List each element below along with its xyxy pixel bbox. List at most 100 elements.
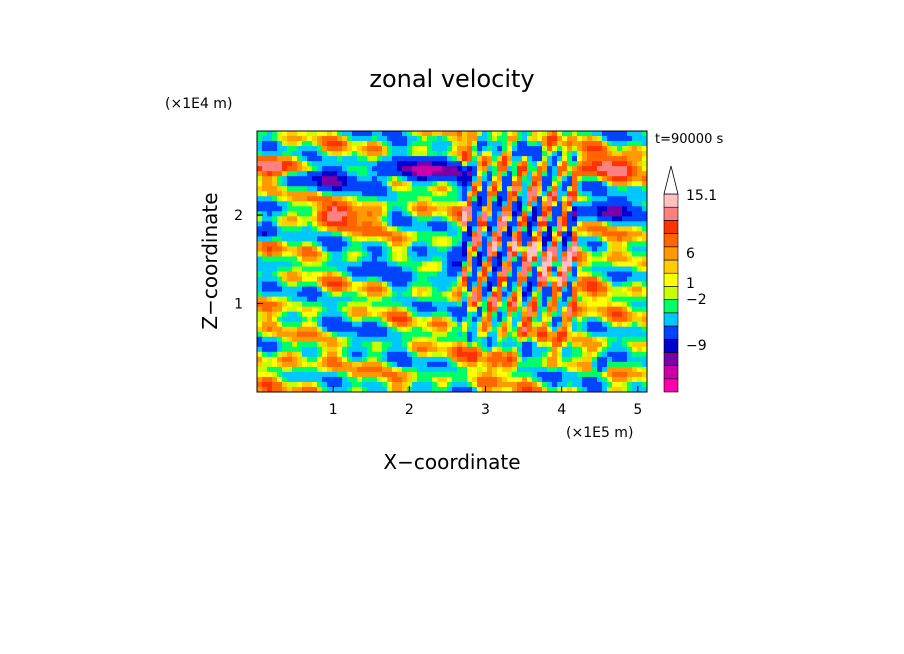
heatmap-cell [347,181,353,187]
heatmap-cell [577,301,583,308]
heatmap-cell [377,191,383,197]
heatmap-cell [257,146,263,152]
heatmap-cell [302,281,308,288]
heatmap-cell [627,276,633,283]
heatmap-cell [447,131,453,137]
heatmap-cell [442,261,448,268]
heatmap-cell [312,226,318,232]
heatmap-cell [442,146,448,152]
heatmap-cell [487,146,493,152]
heatmap-cell [502,286,508,293]
heatmap-cell [582,211,588,217]
heatmap-cell [622,361,628,368]
heatmap-cell [402,321,408,328]
heatmap-cell [327,246,333,253]
heatmap-cell [292,236,298,243]
heatmap-cell [492,321,498,328]
heatmap-cell [462,331,468,338]
heatmap-cell [432,191,438,197]
heatmap-cell [307,366,313,373]
heatmap-cell [607,276,613,283]
heatmap-cell [532,136,538,142]
heatmap-cell [582,161,588,167]
heatmap-cell [537,206,543,212]
heatmap-cell [562,141,568,147]
heatmap-cell [312,231,318,237]
heatmap-cell [567,146,573,152]
heatmap-cell [317,231,323,237]
heatmap-cell [422,151,428,157]
heatmap-cell [332,231,338,237]
heatmap-cell [332,301,338,308]
heatmap-cell [422,371,428,378]
heatmap-cell [377,161,383,167]
heatmap-cell [622,291,628,298]
heatmap-cell [587,291,593,298]
heatmap-cell [457,146,463,152]
heatmap-cell [577,231,583,237]
heatmap-cell [352,211,358,217]
heatmap-cell [492,371,498,378]
heatmap-cell [472,146,478,152]
heatmap-cell [332,226,338,232]
heatmap-cell [257,131,263,137]
heatmap-cell [582,361,588,368]
heatmap-cell [287,336,293,343]
heatmap-cell [442,306,448,313]
heatmap-cell [622,131,628,137]
heatmap-cell [342,386,348,392]
heatmap-cell [357,216,363,222]
heatmap-cell [372,261,378,268]
heatmap-cell [257,291,263,298]
heatmap-cell [392,171,398,177]
heatmap-cell [607,216,613,222]
heatmap-cell [592,326,598,333]
heatmap-cell [527,316,533,323]
heatmap-cell [267,271,273,278]
heatmap-cell [337,146,343,152]
heatmap-cell [477,166,483,172]
heatmap-cell [582,376,588,383]
heatmap-cell [532,306,538,313]
heatmap-cell [377,236,383,243]
heatmap-cell [302,291,308,298]
heatmap-cell [442,381,448,388]
heatmap-cell [432,296,438,303]
heatmap-cell [432,171,438,177]
heatmap-cell [542,326,548,333]
heatmap-cell [542,206,548,212]
heatmap-cell [402,331,408,338]
heatmap-cell [417,271,423,278]
heatmap-cell [372,156,378,162]
heatmap-cell [637,351,643,358]
heatmap-cell [632,331,638,338]
heatmap-cell [477,131,483,137]
heatmap-cell [497,346,503,353]
heatmap-cell [452,136,458,142]
heatmap-cell [522,146,528,152]
heatmap-cell [337,386,343,392]
heatmap-cell [372,346,378,353]
heatmap-cell [377,326,383,333]
heatmap-cell [262,136,268,142]
heatmap-cell [627,231,633,237]
heatmap-cell [507,166,513,172]
heatmap-cell [422,156,428,162]
heatmap-cell [347,271,353,278]
heatmap-cell [322,156,328,162]
heatmap-cell [552,256,558,263]
heatmap-cell [582,226,588,232]
heatmap-cell [617,346,623,353]
heatmap-cell [317,236,323,243]
heatmap-cell [492,326,498,333]
heatmap-cell [607,341,613,348]
heatmap-cell [282,291,288,298]
heatmap-cell [402,256,408,263]
heatmap-cell [492,386,498,392]
heatmap-cell [267,291,273,298]
heatmap-cell [477,321,483,328]
heatmap-cell [282,356,288,363]
heatmap-cell [562,291,568,298]
heatmap-cell [467,206,473,212]
heatmap-cell [397,331,403,338]
